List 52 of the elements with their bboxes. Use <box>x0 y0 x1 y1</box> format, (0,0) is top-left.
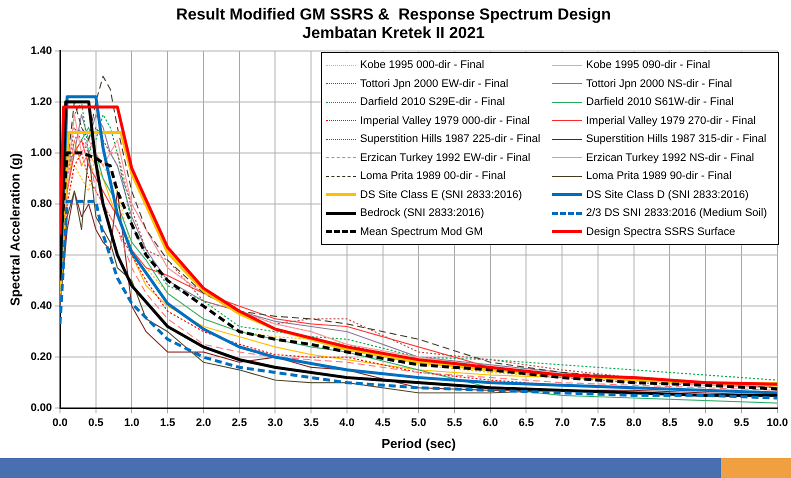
x-tick-label: 2.5 <box>232 416 247 429</box>
legend-label: Tottori Jpn 2000 NS-dir - Final <box>586 76 732 92</box>
y-tick-label: 1.20 <box>30 96 52 108</box>
y-tick-label: 0.60 <box>30 249 52 262</box>
legend-label: Darfield 2010 S29E-dir - Final <box>360 95 505 110</box>
x-tick-label: 8.0 <box>626 416 642 429</box>
y-axis-title: Spectral Acceleration (g) <box>7 153 22 306</box>
legend-label: Imperial Valley 1979 270-dir - Final <box>586 114 756 128</box>
x-tick-label: 0.5 <box>88 416 104 429</box>
x-tick-label: 4.0 <box>339 416 355 429</box>
x-tick-label: 0.0 <box>52 416 68 429</box>
y-tick-label: 0.80 <box>30 198 52 210</box>
x-tick-label: 9.5 <box>734 416 750 429</box>
legend-label: Loma Prita 1989 00-dir - Final <box>360 169 506 184</box>
legend-label: Loma Prita 1989 90-dir - Final <box>586 169 732 184</box>
x-tick-label: 2.0 <box>196 416 212 429</box>
x-axis-title: Period (sec) <box>381 436 456 451</box>
legend-label: Tottori Jpn 2000 EW-dir - Final <box>360 76 508 92</box>
x-tick-label: 3.0 <box>268 416 283 429</box>
chart-title: Result Modified GM SSRS & Response Spectrum Design Jembatan Kretek II 2021 <box>176 6 611 42</box>
x-tick-label: 6.5 <box>518 416 534 429</box>
x-tick-label: 7.0 <box>554 416 570 429</box>
legend-label: Erzican Turkey 1992 EW-dir - Final <box>360 150 530 166</box>
legend-label: Darfield 2010 S61W-dir - Final <box>586 95 734 110</box>
x-tick-label: 5.5 <box>446 416 462 429</box>
legend-label: DS Site Class D (SNI 2833:2016) <box>586 188 749 202</box>
y-tick-label: 1.00 <box>30 146 52 159</box>
legend-label: Design Spectra SSRS Surface <box>586 224 736 240</box>
y-tick-label: 0.40 <box>30 300 52 312</box>
legend-label: Kobe 1995 090-dir - Final <box>586 58 710 73</box>
x-tick-label: 9.0 <box>698 416 714 429</box>
legend-label: Mean Spectrum Mod GM <box>360 224 483 240</box>
legend-label: 2/3 DS SNI 2833:2016 (Medium Soil) <box>586 206 767 221</box>
x-tick-label: 8.5 <box>662 416 678 429</box>
x-tick-label: 1.5 <box>160 416 176 429</box>
x-tick-label: 7.5 <box>590 416 606 429</box>
y-tick-label: 0.20 <box>30 351 52 364</box>
x-tick-label: 10.0 <box>766 416 788 429</box>
legend-label: Kobe 1995 000-dir - Final <box>360 58 484 73</box>
x-tick-label: 1.0 <box>124 416 140 429</box>
legend-label: Superstition Hills 1987 225-dir - Final <box>360 132 540 147</box>
y-tick-label: 0.00 <box>30 402 52 414</box>
legend-label: DS Site Class E (SNI 2833:2016) <box>360 188 522 202</box>
legend-label: Bedrock (SNI 2833:2016) <box>360 206 484 221</box>
x-tick-label: 3.5 <box>303 416 319 429</box>
x-tick-label: 4.5 <box>375 416 390 429</box>
y-tick-label: 1.40 <box>30 44 52 57</box>
legend-label: Imperial Valley 1979 000-dir - Final <box>360 114 530 128</box>
x-tick-label: 6.0 <box>482 416 498 429</box>
legend-label: Erzican Turkey 1992 NS-dir - Final <box>586 150 754 166</box>
x-tick-label: 5.0 <box>411 416 426 429</box>
legend-label: Superstition Hills 1987 315-dir - Final <box>586 132 766 147</box>
